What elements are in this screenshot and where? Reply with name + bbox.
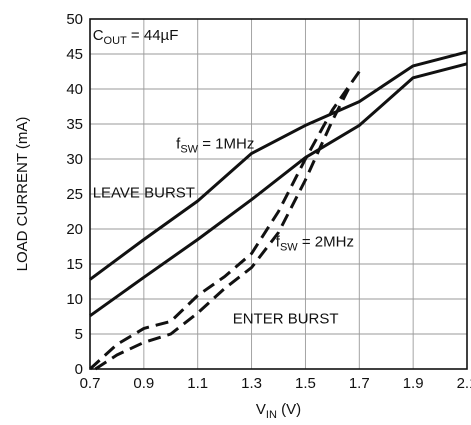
- y-tick-label: 0: [75, 361, 83, 378]
- y-tick-label: 40: [66, 81, 83, 98]
- series-group: [88, 50, 468, 371]
- x-tick-label: 1.3: [241, 375, 262, 392]
- y-axis-label: LOAD CURRENT (mA): [14, 117, 31, 272]
- x-tick-label: 1.7: [349, 375, 370, 392]
- x-tick-label: 1.1: [187, 375, 208, 392]
- series-line-1: [89, 50, 468, 281]
- x-tick-label: 2.1: [457, 375, 471, 392]
- x-axis-label-main: V: [256, 401, 266, 418]
- y-tick-label: 25: [66, 186, 83, 203]
- annotation-fsw2: fSW = 2MHz: [276, 234, 354, 254]
- y-tick-labels: 0 5 10 15 20 25 30 35 40 45 50: [66, 11, 83, 378]
- y-tick-label: 50: [66, 11, 83, 28]
- y-tick-label: 30: [66, 151, 83, 168]
- annotation-cout: COUT = 44µF: [93, 27, 179, 47]
- x-tick-label: 0.9: [133, 375, 154, 392]
- annotation-leave: LEAVE BURST: [93, 185, 195, 202]
- series-line-4: [94, 88, 350, 371]
- series-line-3: [88, 70, 361, 371]
- x-tick-labels: 0.7 0.9 1.1 1.3 1.5 1.7 1.9 2.1: [80, 375, 471, 392]
- annotations: COUT = 44µF fSW = 1MHz LEAVE BURST fSW = 2M…: [93, 27, 354, 328]
- x-axis-label: VIN (V): [256, 401, 301, 421]
- x-axis-label-unit: (V): [277, 401, 301, 418]
- y-tick-label: 10: [66, 291, 83, 308]
- y-tick-label: 35: [66, 116, 83, 133]
- annotation-fsw1: fSW = 1MHz: [176, 136, 254, 156]
- y-tick-label: 15: [66, 256, 83, 273]
- x-tick-label: 1.5: [295, 375, 316, 392]
- x-tick-label: 1.9: [403, 375, 424, 392]
- x-tick-label: 0.7: [80, 375, 101, 392]
- series-line-2: [89, 62, 468, 318]
- y-tick-label: 20: [66, 221, 83, 238]
- annotation-enter: ENTER BURST: [233, 311, 339, 328]
- plot-frame: [89, 18, 468, 370]
- y-tick-label: 45: [66, 46, 83, 63]
- x-axis-label-sub: IN: [266, 409, 277, 421]
- y-tick-label: 5: [75, 326, 83, 343]
